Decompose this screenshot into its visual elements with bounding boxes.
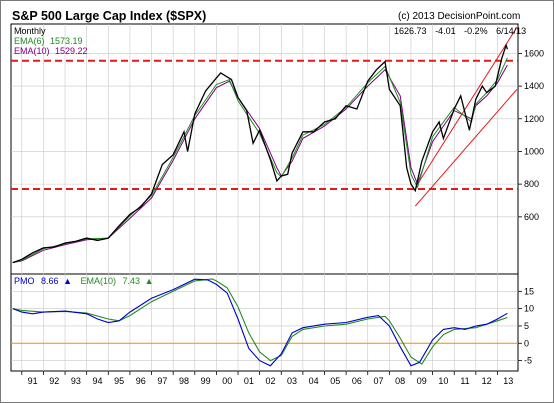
- legend-ema6: EMA(6) 1573.19: [14, 36, 83, 46]
- x-tick-label: 13: [503, 376, 513, 386]
- price-annotations: [11, 27, 518, 207]
- x-tick-label: 10: [438, 376, 448, 386]
- y-tick-label: 5: [524, 321, 529, 331]
- y-tick-label: 600: [524, 212, 539, 222]
- y-tick-label: 0: [524, 338, 529, 348]
- x-tick-label: 03: [287, 376, 297, 386]
- x-tick-label: 05: [330, 376, 340, 386]
- y-tick-label: 800: [524, 179, 539, 189]
- x-ticks: 91 92 93 94 95 96 97 98 99 00 01 02 03 04 05 06 07 08 09 10…: [21, 371, 513, 386]
- x-tick-label: 08: [395, 376, 405, 386]
- x-tick-label: 99: [201, 376, 211, 386]
- x-tick-label: 92: [49, 376, 59, 386]
- arrow-up-icon: ▲: [145, 276, 154, 286]
- price-panel: [10, 23, 519, 275]
- arrow-up-icon: ▲: [63, 276, 72, 286]
- x-tick-label: 09: [417, 376, 427, 386]
- price-line: [12, 43, 509, 264]
- legend-pmo: PMO 8.66 ▲ EMA(10) 7.43 ▲: [14, 276, 154, 286]
- legend-ema10-value: 1529.22: [55, 46, 88, 56]
- x-tick-label: 96: [136, 376, 146, 386]
- channel-lower-line: [414, 89, 518, 207]
- y-tick-label: 15: [524, 286, 534, 296]
- legend-pmo-value: 8.66: [41, 276, 59, 286]
- y-tick-label: 1600: [524, 48, 544, 58]
- legend-ema10-name: EMA(10): [14, 46, 50, 56]
- last-quote: 1626.73 -4.01 -0.2% 6/14/13: [394, 26, 526, 36]
- channel-upper-line: [419, 27, 518, 182]
- last-quote-change-pct: -0.2%: [464, 26, 488, 36]
- x-tick-label: 01: [244, 376, 254, 386]
- period-label: Monthly: [14, 26, 46, 36]
- legend-ema10: EMA(10) 1529.22: [14, 46, 88, 56]
- x-tick-label: 06: [352, 376, 362, 386]
- x-tick-label: 00: [222, 376, 232, 386]
- chart-title: S&P 500 Large Cap Index ($SPX): [12, 9, 206, 23]
- legend-pmo-ema-value: 7.43: [123, 276, 141, 286]
- y-tick-label: 1400: [524, 81, 544, 91]
- x-tick-label: 95: [114, 376, 124, 386]
- y-tick-label: 1000: [524, 146, 544, 156]
- pmo-panel: [10, 273, 519, 372]
- price-series: [12, 43, 509, 264]
- y-tick-label: 10: [524, 304, 534, 314]
- pmo-series: [11, 278, 518, 367]
- legend-ema6-name: EMA(6): [14, 36, 45, 46]
- legend-pmo-ema-name: EMA(10): [81, 276, 117, 286]
- x-tick-label: 02: [265, 376, 275, 386]
- pmo-signal-line: [12, 278, 508, 365]
- x-tick-label: 91: [28, 376, 38, 386]
- last-quote-change: -4.01: [435, 26, 456, 36]
- chart-copyright: (c) 2013 DecisionPoint.com: [398, 11, 520, 22]
- y-tick-label: 1200: [524, 114, 544, 124]
- x-tick-label: 07: [374, 376, 384, 386]
- y-ticks-price: 600 800 1000 1200 1400 1600: [518, 48, 544, 222]
- x-tick-label: 11: [460, 376, 469, 386]
- y-ticks-pmo: -5 0 5 10 15: [518, 286, 534, 366]
- price-grid: [11, 24, 518, 274]
- x-tick-label: 94: [92, 376, 102, 386]
- legend-ema6-value: 1573.19: [50, 36, 83, 46]
- last-quote-price: 1626.73: [394, 26, 427, 36]
- x-tick-label: 04: [309, 376, 319, 386]
- pmo-line: [12, 278, 508, 367]
- x-tick-label: 93: [71, 376, 81, 386]
- last-quote-date: 6/14/13: [496, 26, 526, 36]
- y-tick-label: -5: [524, 356, 532, 366]
- x-tick-label: 97: [157, 376, 167, 386]
- x-tick-label: 12: [482, 376, 492, 386]
- legend-pmo-name: PMO: [14, 276, 35, 286]
- x-tick-label: 98: [179, 376, 189, 386]
